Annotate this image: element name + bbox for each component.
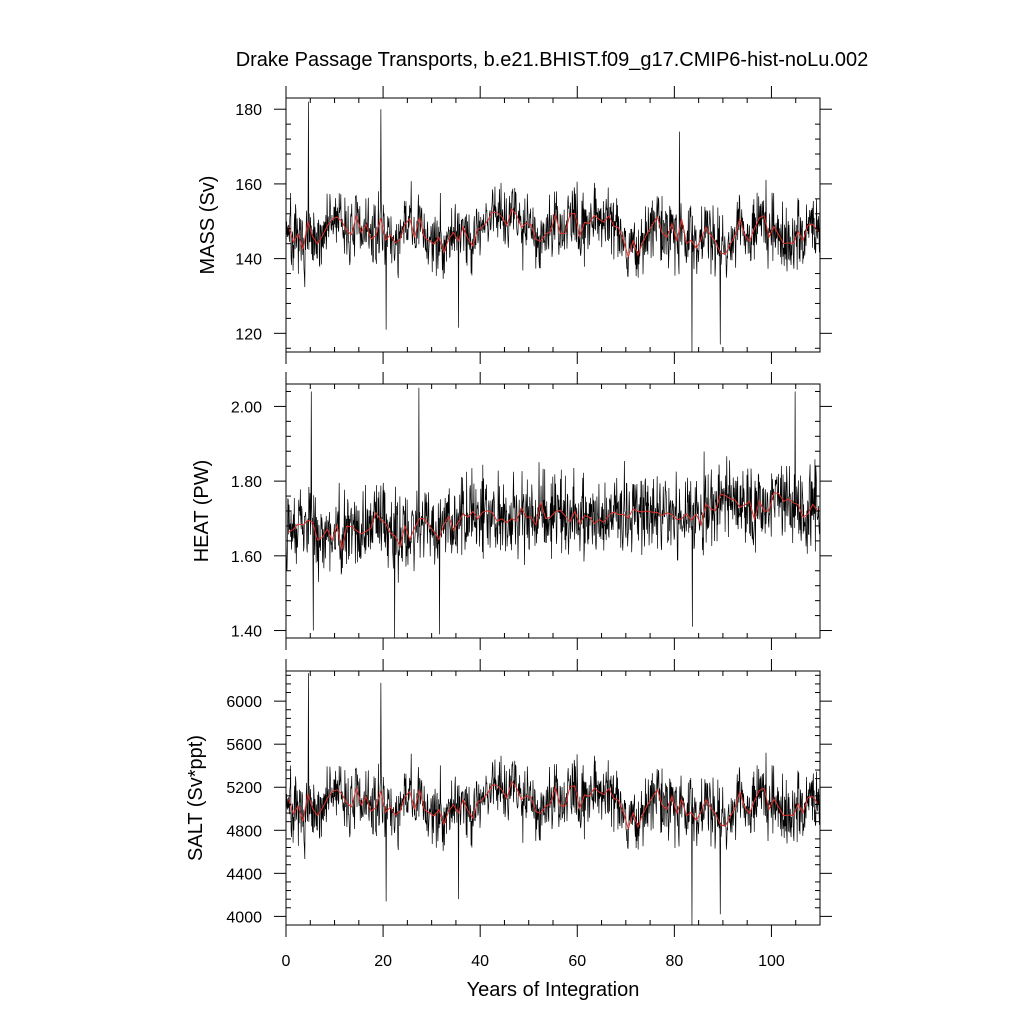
y-tick-label: 180 — [235, 102, 262, 119]
x-tick-label: 0 — [282, 953, 291, 970]
salt-panel: 4000 4400 4800 5200 5600 6000 SALT (Sv*ppt) — [185, 659, 832, 937]
chart-title: Drake Passage Transports, b.e21.BHIST.f0… — [236, 49, 869, 71]
salt-annual-mean-series — [287, 780, 818, 831]
y-tick-label: 4400 — [226, 866, 262, 883]
y-tick-label: 1.40 — [231, 624, 262, 641]
y-tick-label: 1.60 — [231, 549, 262, 566]
y-tick-label: 5600 — [226, 737, 262, 754]
heat-monthly-series — [285, 387, 821, 639]
y-tick-label: 2.00 — [231, 399, 262, 416]
heat-annual-mean-series — [288, 492, 818, 550]
y-tick-label: 4000 — [226, 909, 262, 926]
x-tick-label: 20 — [374, 953, 392, 970]
x-tick-label: 60 — [568, 953, 586, 970]
salt-monthly-series — [285, 673, 821, 926]
x-tick-label: 40 — [471, 953, 489, 970]
x-tick-label: 80 — [665, 953, 683, 970]
y-tick-label: 160 — [235, 177, 262, 194]
mass-monthly-series — [285, 101, 821, 353]
heat-axis-label: HEAT (PW) — [191, 460, 213, 563]
y-tick-label: 5200 — [226, 780, 262, 797]
mass-axis-label: MASS (Sv) — [197, 176, 219, 275]
y-tick-label: 4800 — [226, 823, 262, 840]
y-tick-label: 140 — [235, 252, 262, 269]
salt-axis-label: SALT (Sv*ppt) — [185, 735, 207, 861]
x-axis-label: Years of Integration — [467, 979, 640, 1001]
x-tick-labels: 0 20 40 60 80 100 — [282, 953, 785, 970]
y-tick-label: 6000 — [226, 694, 262, 711]
y-tick-label: 1.80 — [231, 474, 262, 491]
y-tick-label: 120 — [235, 326, 262, 343]
heat-panel: 1.40 1.60 1.80 2.00 HEAT (PW) — [191, 372, 832, 650]
mass-annual-mean-series — [287, 207, 818, 259]
x-tick-label: 100 — [758, 953, 785, 970]
mass-panel: 120 140 160 180 MASS (Sv) — [197, 86, 832, 364]
